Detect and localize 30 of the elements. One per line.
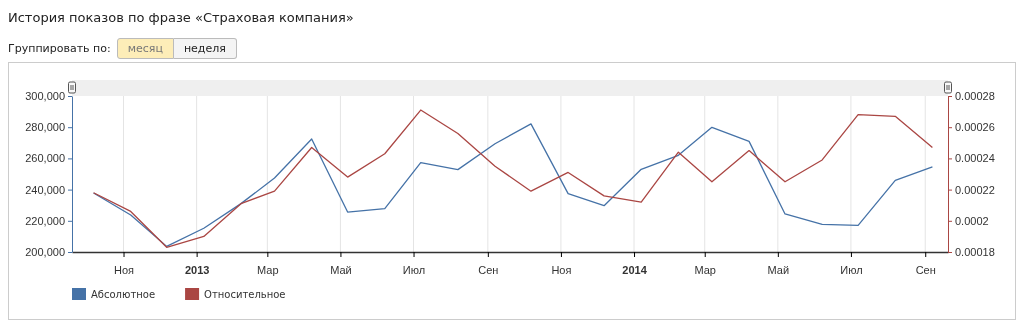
toggle-button: неделя: [173, 38, 237, 59]
x-tick-label: Сен: [915, 264, 936, 277]
x-tick-label: Сен: [478, 264, 499, 277]
y2-tick-label: 0.00018: [955, 246, 995, 259]
y-tick-label: 200,000: [25, 246, 65, 259]
legend-label: Абсолютное: [91, 289, 156, 300]
y-tick-label: 240,000: [25, 183, 65, 196]
selected-toggle-button: месяц: [116, 38, 174, 59]
x-tick-label: Ноя: [114, 264, 135, 277]
y2-tick-label: 0.00022: [955, 183, 995, 196]
y2-tick-label: 0.00026: [955, 121, 995, 134]
text: Группировать по:: [8, 42, 111, 55]
x-tick-label: 2013: [184, 264, 210, 277]
y-tick-label: 300,000: [25, 90, 65, 103]
x-tick-label: Июл: [402, 264, 426, 277]
y2-tick-label: 0.0002: [955, 214, 989, 227]
legend-label: Относительное: [204, 289, 286, 300]
x-tick-label: Мар: [257, 264, 279, 277]
x-tick-label: Ноя: [551, 264, 572, 277]
y-tick-label: 260,000: [25, 152, 65, 165]
x-tick-label: Май: [330, 264, 352, 277]
y2-tick-label: 0.00024: [955, 152, 995, 165]
y2-tick-label: 0.00028: [955, 90, 995, 103]
y-tick-label: 220,000: [25, 214, 65, 227]
x-tick-label: 2014: [622, 264, 648, 277]
y-tick-label: 280,000: [25, 121, 65, 134]
chart-title: История показов по фразе «Страховая компания»: [8, 10, 354, 25]
x-tick-label: Мар: [694, 264, 716, 277]
x-tick-label: Июл: [840, 264, 863, 277]
x-tick-label: Май: [767, 264, 790, 277]
